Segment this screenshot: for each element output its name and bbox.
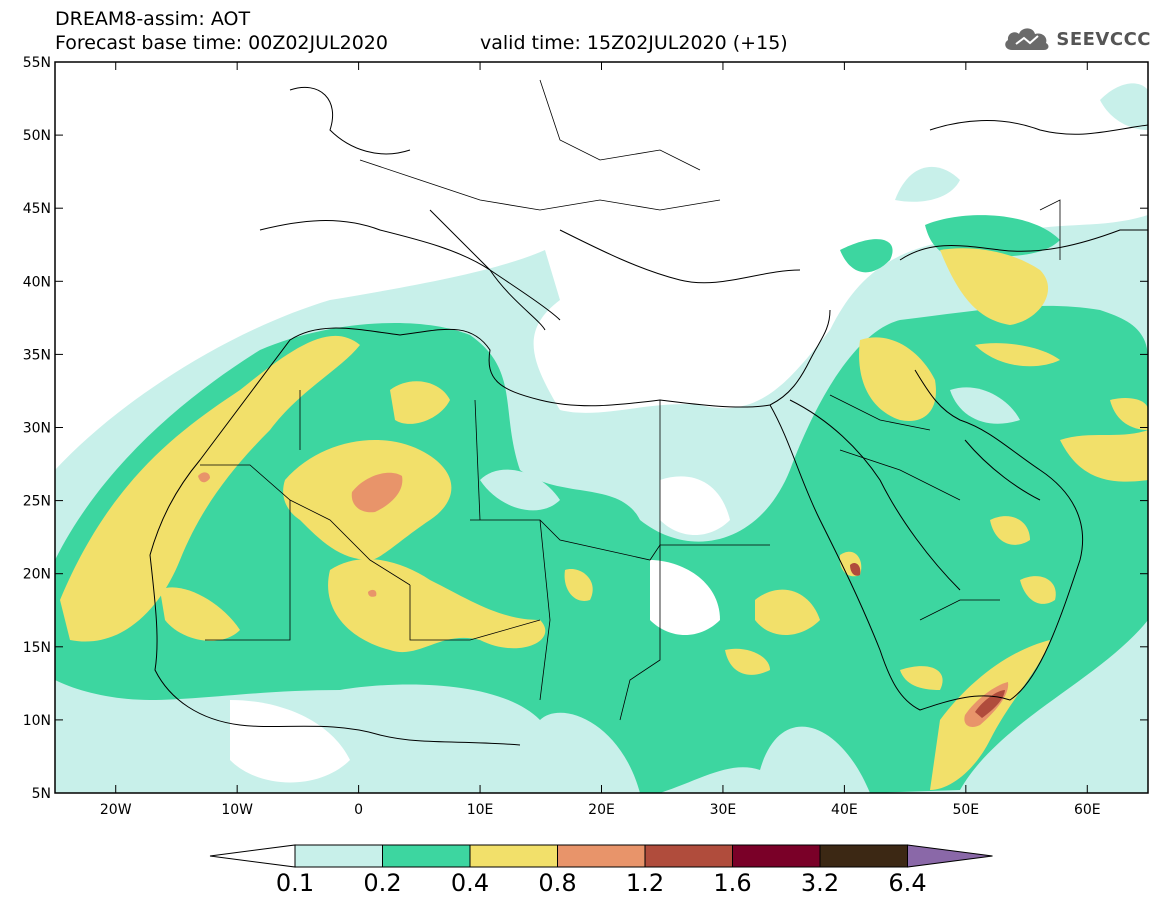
- colorbar-swatch: [469, 844, 558, 868]
- colorbar-swatch: [732, 844, 821, 868]
- colorbar-swatch: [557, 844, 646, 868]
- lon-tick-label: 60E: [1074, 802, 1101, 818]
- lon-tick-label: 30E: [710, 802, 737, 818]
- lat-tick-label: 10N: [23, 713, 51, 729]
- latitude-axis: 5N 10N 15N 20N 25N 30N 35N 40N 45N 50N 55N: [23, 55, 1148, 802]
- lon-tick-label: 10E: [467, 802, 494, 818]
- lon-tick-label: 50E: [952, 802, 979, 818]
- country-borders: [200, 79, 1061, 721]
- colorbar-swatch: [644, 844, 733, 868]
- colorbar-swatch: [294, 844, 383, 868]
- lat-tick-label: 40N: [23, 274, 51, 290]
- forecast-base-time: Forecast base time: 00Z02JUL2020: [55, 32, 388, 54]
- lat-tick-label: 15N: [23, 640, 51, 656]
- colorbar-label: 3.2: [800, 869, 840, 897]
- colorbar-label: 0.2: [363, 869, 402, 897]
- colorbar-labels: 0.1 0.2 0.4 0.8 1.2 1.6 3.2 6.4: [0, 868, 1165, 898]
- lat-tick-label: 5N: [32, 786, 51, 802]
- lon-tick-label: 20W: [100, 802, 132, 818]
- map-title: DREAM8-assim: AOT: [55, 8, 251, 30]
- lon-tick-label: 10W: [221, 802, 253, 818]
- colorbar-label: 6.4: [888, 869, 927, 897]
- colorbar-swatch: [382, 844, 471, 868]
- logo-text: SEEVCCC: [1056, 28, 1151, 50]
- lon-tick-label: 0: [354, 802, 363, 818]
- colorbar-label: 1.6: [713, 869, 752, 897]
- lon-tick-label: 20E: [588, 802, 615, 818]
- colorbar-underflow-arrow: [209, 844, 296, 868]
- cloud-icon: [1005, 28, 1049, 50]
- lat-tick-label: 50N: [23, 128, 51, 144]
- lat-tick-label: 30N: [23, 421, 51, 437]
- valid-time: valid time: 15Z02JUL2020 (+15): [480, 32, 788, 54]
- colorbar-label: 0.8: [538, 869, 577, 897]
- longitude-axis: 20W 10W 0 10E 20E 30E 40E 50E 60E: [100, 62, 1101, 818]
- lat-tick-label: 25N: [23, 494, 51, 510]
- lat-tick-label: 20N: [23, 567, 51, 583]
- lat-tick-label: 45N: [23, 201, 51, 217]
- colorbar-label: 0.4: [450, 869, 490, 897]
- colorbar-swatch: [819, 844, 908, 868]
- lon-tick-label: 40E: [831, 802, 858, 818]
- logo: SEEVCCC: [1002, 22, 1151, 56]
- colorbar-label: 1.2: [625, 869, 665, 897]
- coastlines: [149, 86, 1148, 746]
- colorbar: [209, 844, 993, 868]
- colorbar-overflow-arrow: [907, 844, 993, 868]
- lat-tick-label: 55N: [23, 55, 51, 71]
- colorbar-label: 0.1: [275, 869, 315, 897]
- lat-tick-label: 35N: [23, 347, 51, 363]
